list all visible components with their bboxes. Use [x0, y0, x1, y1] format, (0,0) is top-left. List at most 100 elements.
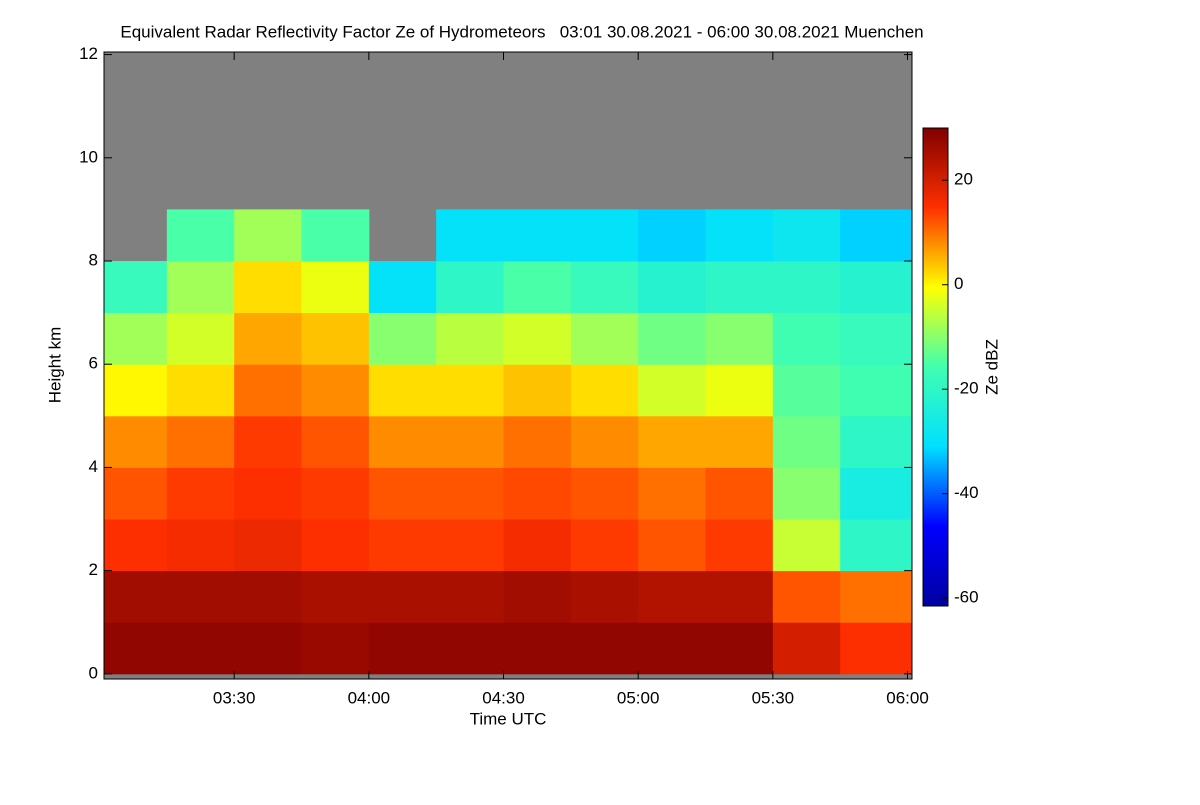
- heatmap-cell: [166, 570, 235, 623]
- heatmap-cell: [368, 415, 437, 468]
- heatmap-cell: [166, 467, 235, 520]
- x-tick-label: 05:30: [752, 688, 795, 707]
- heatmap-cell: [368, 261, 437, 314]
- heatmap-cell: [570, 415, 639, 468]
- heatmap-cell: [638, 261, 707, 314]
- heatmap-cell: [234, 467, 303, 520]
- heatmap-cell: [301, 364, 370, 417]
- heatmap-cell: [638, 570, 707, 623]
- heatmap-cell: [301, 261, 370, 314]
- heatmap-cell: [301, 622, 370, 675]
- heatmap-cell: [705, 261, 774, 314]
- heatmap-cell: [638, 467, 707, 520]
- heatmap-cell: [570, 622, 639, 675]
- heatmap-cell: [705, 364, 774, 417]
- heatmap-cell: [772, 364, 841, 417]
- heatmap-cell: [705, 622, 774, 675]
- heatmap-cell: [840, 519, 913, 572]
- heatmap-cell: [638, 519, 707, 572]
- heatmap-cell: [436, 570, 505, 623]
- y-tick-label: 2: [89, 560, 98, 579]
- heatmap-cell: [368, 364, 437, 417]
- heatmap-cell: [503, 415, 572, 468]
- plot-frame: [103, 51, 913, 680]
- heatmap-cell: [638, 364, 707, 417]
- colorbar: [922, 127, 949, 607]
- colorbar-tick-label: 20: [954, 170, 973, 189]
- heatmap-cell: [772, 312, 841, 365]
- heatmap-cell: [503, 312, 572, 365]
- heatmap-cell: [503, 467, 572, 520]
- heatmap-cell: [234, 312, 303, 365]
- heatmap-cell: [638, 312, 707, 365]
- x-tick-label: 04:00: [348, 688, 391, 707]
- x-tick-label: 06:00: [886, 688, 929, 707]
- heatmap-cell: [166, 312, 235, 365]
- heatmap-cell: [772, 209, 841, 262]
- heatmap-cell: [840, 570, 913, 623]
- heatmap-cell: [104, 519, 168, 572]
- heatmap-cell: [638, 209, 707, 262]
- y-tick-label: 12: [79, 44, 98, 63]
- heatmap-cell: [503, 519, 572, 572]
- heatmap-cell: [840, 261, 913, 314]
- heatmap-cell: [368, 622, 437, 675]
- heatmap-cell: [301, 519, 370, 572]
- heatmap-cell: [104, 622, 168, 675]
- heatmap-cell: [570, 261, 639, 314]
- colorbar-tick-label: -40: [954, 483, 979, 502]
- heatmap-cell: [840, 622, 913, 675]
- colorbar-tick-label: 0: [954, 274, 963, 293]
- heatmap-cell: [503, 209, 572, 262]
- heatmap-cell: [840, 209, 913, 262]
- heatmap-cell: [638, 415, 707, 468]
- heatmap-cell: [368, 519, 437, 572]
- y-tick-label: 0: [89, 663, 98, 682]
- heatmap-cell: [104, 312, 168, 365]
- heatmap-cell: [234, 415, 303, 468]
- heatmap-cell: [166, 364, 235, 417]
- heatmap-cell: [166, 415, 235, 468]
- x-axis-label: Time UTC: [470, 709, 547, 728]
- heatmap-cell: [104, 364, 168, 417]
- heatmap-cell: [503, 570, 572, 623]
- heatmap-cell: [570, 209, 639, 262]
- heatmap-cell: [840, 312, 913, 365]
- y-axis-label: Height km: [45, 327, 64, 404]
- x-tick-label: 03:30: [213, 688, 256, 707]
- heatmap-cell: [368, 570, 437, 623]
- x-tick-label: 05:00: [617, 688, 660, 707]
- heatmap-cell: [234, 570, 303, 623]
- heatmap-cell: [436, 364, 505, 417]
- colorbar-tick-label: -20: [954, 379, 979, 398]
- y-tick-label: 4: [89, 457, 98, 476]
- y-tick-label: 8: [89, 250, 98, 269]
- heatmap-cell: [705, 312, 774, 365]
- heatmap-cell: [234, 622, 303, 675]
- heatmap-cell: [234, 209, 303, 262]
- heatmap-cell: [705, 415, 774, 468]
- heatmap-cell: [301, 570, 370, 623]
- heatmap-cell: [436, 312, 505, 365]
- heatmap-cell: [772, 622, 841, 675]
- heatmap-cell: [638, 622, 707, 675]
- heatmap-cell: [772, 519, 841, 572]
- heatmap-cell: [234, 364, 303, 417]
- heatmap-cell: [772, 415, 841, 468]
- heatmap-cell: [104, 467, 168, 520]
- heatmap-cell: [104, 570, 168, 623]
- heatmap-cell: [705, 570, 774, 623]
- heatmap-cell: [705, 519, 774, 572]
- heatmap-cell: [368, 467, 437, 520]
- heatmap-cell: [436, 209, 505, 262]
- heatmap-cell: [436, 415, 505, 468]
- y-tick-label: 10: [79, 147, 98, 166]
- heatmap-cell: [840, 467, 913, 520]
- heatmap-cell: [166, 209, 235, 262]
- heatmap-cell: [368, 312, 437, 365]
- heatmap-cell: [705, 467, 774, 520]
- heatmap-cell: [503, 261, 572, 314]
- heatmap-cell: [436, 467, 505, 520]
- heatmap-cell: [570, 570, 639, 623]
